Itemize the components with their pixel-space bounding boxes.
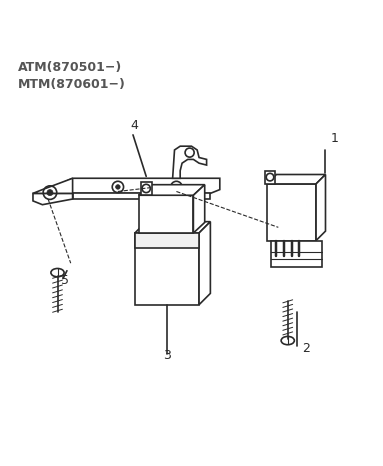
Circle shape [174, 185, 178, 189]
Polygon shape [141, 182, 152, 195]
Text: 4: 4 [130, 119, 138, 132]
Text: ATM(870501−): ATM(870501−) [18, 61, 122, 74]
Polygon shape [139, 195, 193, 233]
Text: 1: 1 [331, 132, 338, 145]
Circle shape [116, 185, 120, 189]
Polygon shape [173, 146, 206, 178]
Polygon shape [135, 233, 199, 248]
Polygon shape [33, 178, 73, 193]
Polygon shape [73, 193, 210, 199]
Polygon shape [33, 193, 73, 205]
Text: 3: 3 [163, 350, 171, 363]
Polygon shape [267, 174, 326, 184]
Ellipse shape [281, 336, 295, 345]
Text: 5: 5 [61, 274, 69, 287]
Polygon shape [135, 222, 210, 233]
Text: 2: 2 [302, 342, 310, 355]
Text: MTM(870601−): MTM(870601−) [18, 78, 126, 91]
Polygon shape [271, 240, 322, 267]
Polygon shape [135, 233, 199, 305]
Ellipse shape [51, 268, 64, 277]
Polygon shape [139, 185, 205, 195]
Polygon shape [199, 222, 210, 305]
Polygon shape [316, 174, 326, 240]
Polygon shape [265, 171, 275, 184]
Polygon shape [193, 185, 205, 233]
Polygon shape [267, 184, 316, 240]
Polygon shape [48, 178, 220, 193]
Circle shape [47, 190, 53, 196]
